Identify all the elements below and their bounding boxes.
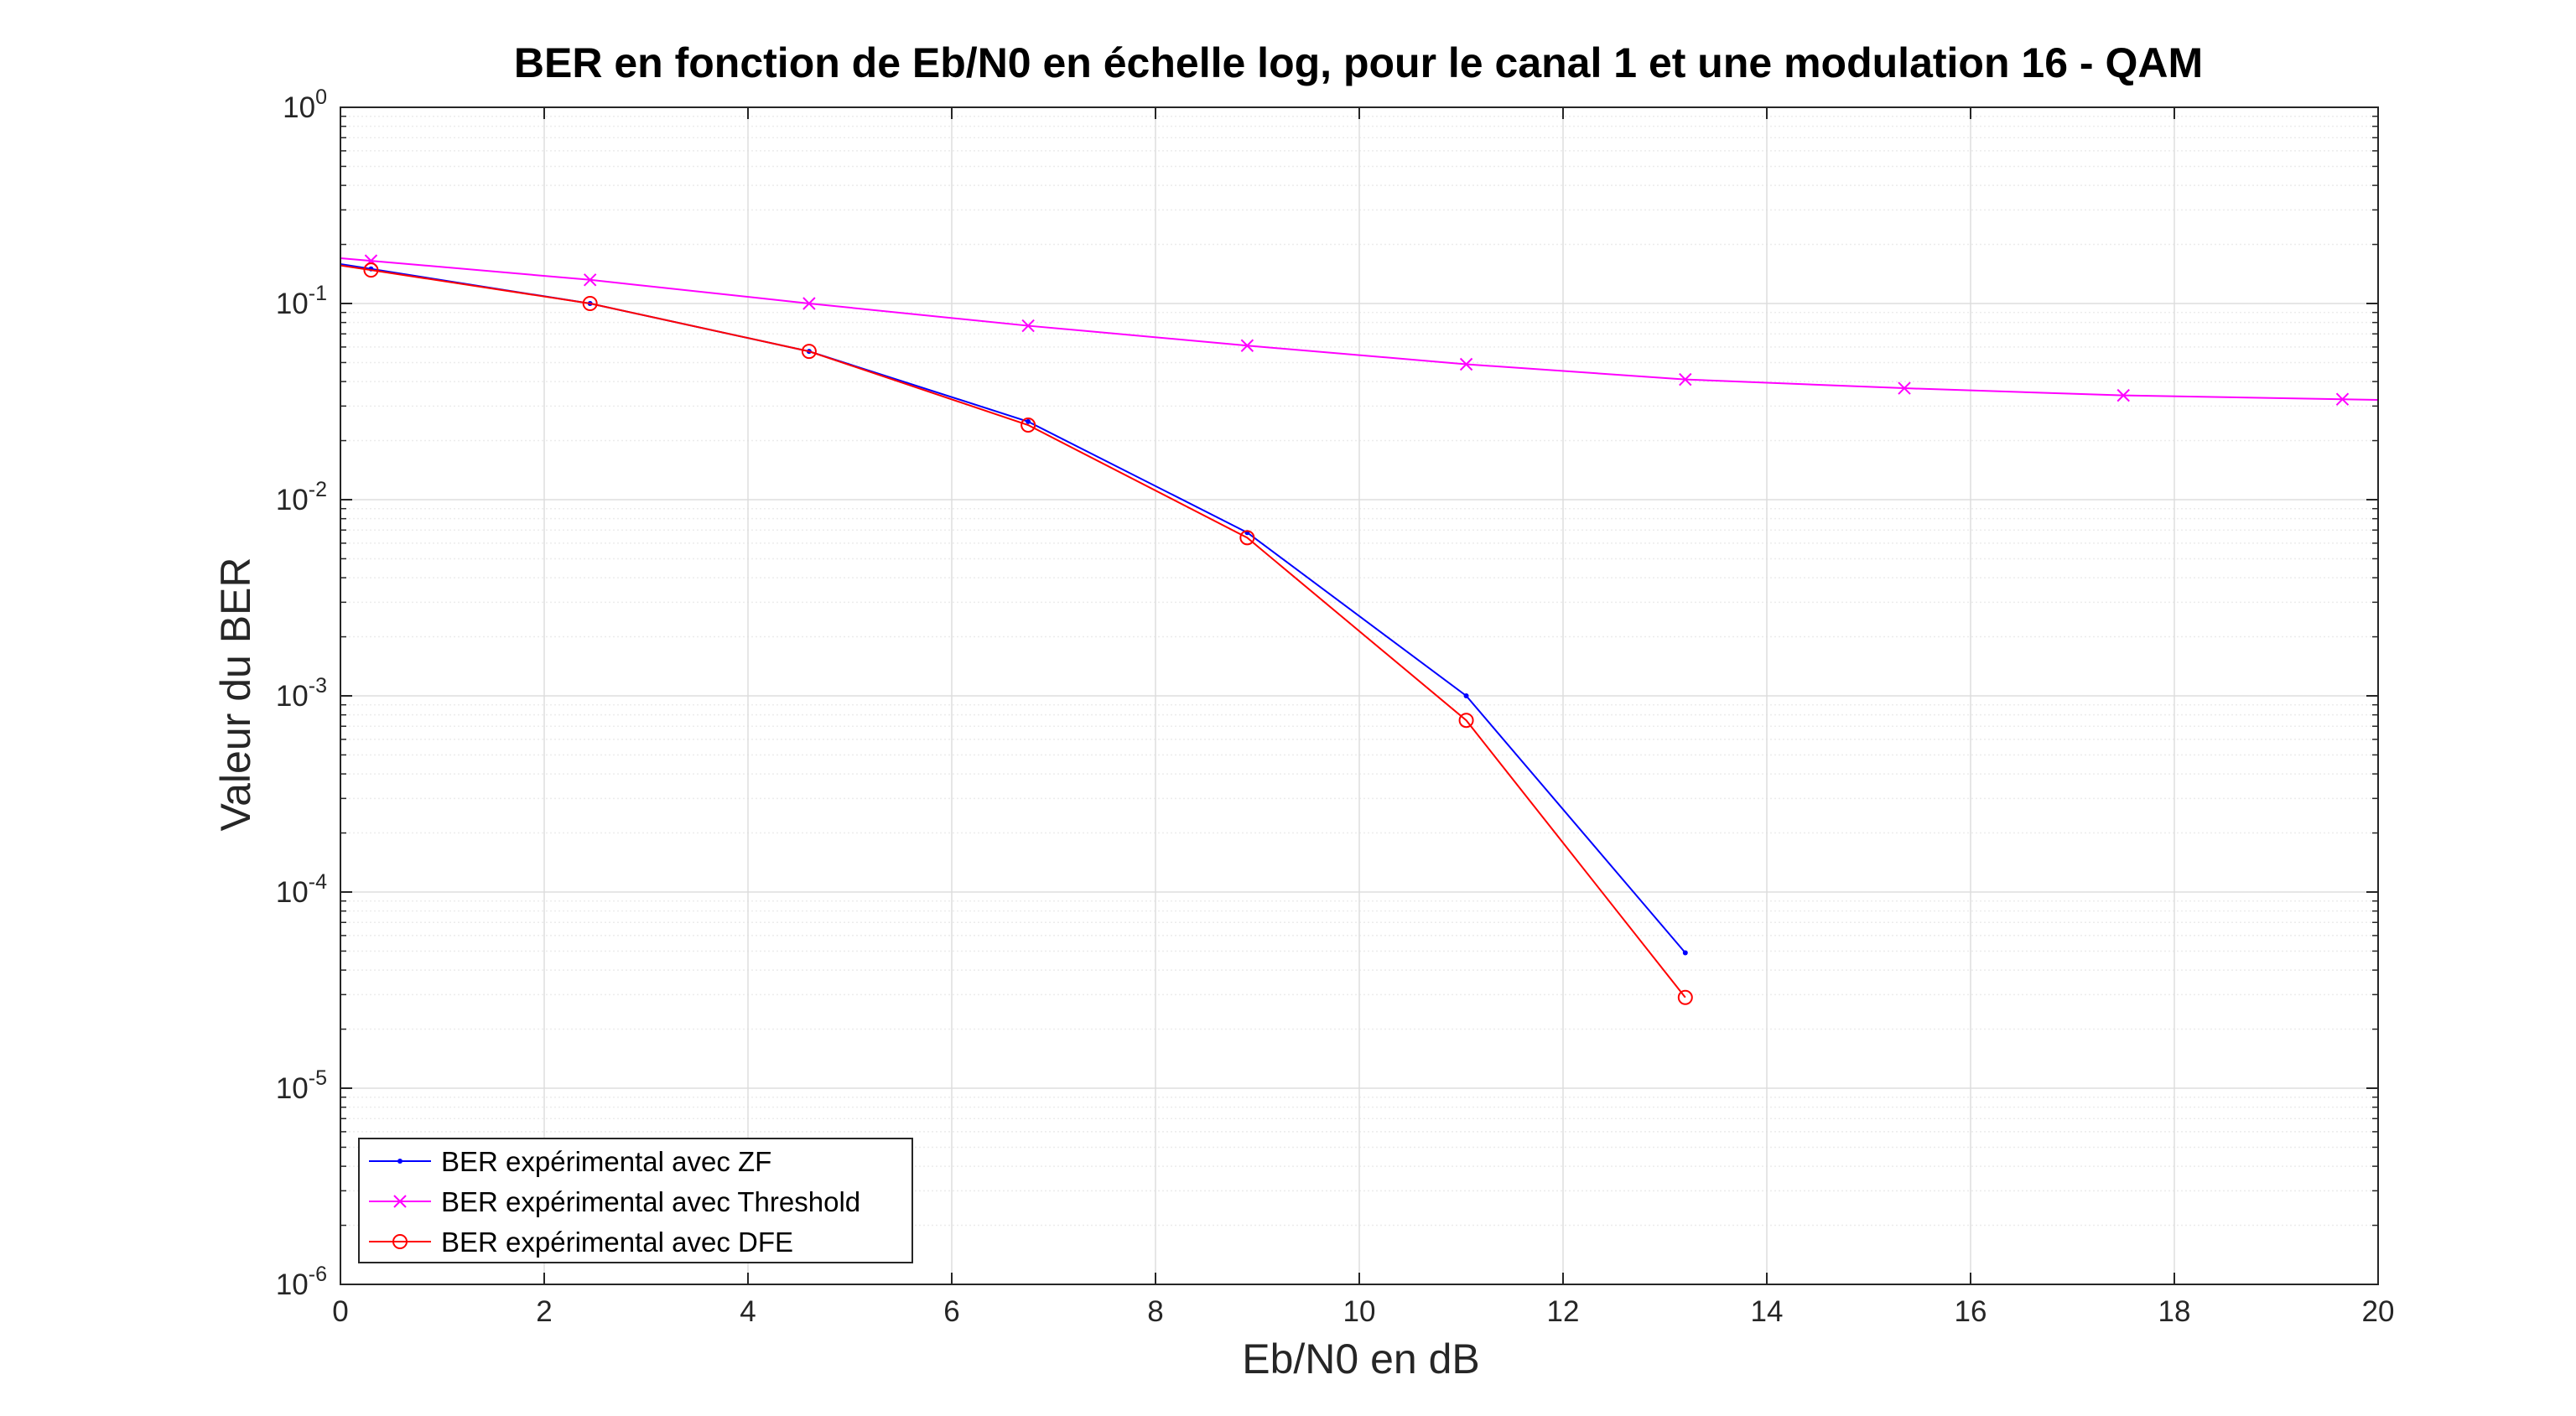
x-tick-label: 20 xyxy=(2362,1295,2395,1328)
data-point xyxy=(1458,713,1474,729)
series-line xyxy=(340,264,1686,998)
legend-marker xyxy=(393,1195,407,1208)
x-tick-label: 0 xyxy=(332,1295,348,1328)
series-0 xyxy=(340,263,1688,956)
data-point xyxy=(583,273,597,287)
legend-box xyxy=(358,1138,913,1263)
legend-marker xyxy=(397,1159,402,1164)
legend-entry: BER expérimental avec Threshold xyxy=(369,1186,860,1217)
data-point xyxy=(1239,530,1255,546)
x-tick-label: 6 xyxy=(943,1295,959,1328)
legend-entry: BER expérimental avec DFE xyxy=(369,1227,793,1258)
x-tick-label: 2 xyxy=(536,1295,552,1328)
legend: BER expérimental avec ZF BER expérimental… xyxy=(358,1138,913,1263)
x-tick-label: 12 xyxy=(1547,1295,1580,1328)
x-tick-label: 14 xyxy=(1751,1295,1784,1328)
series-line xyxy=(340,263,1686,954)
data-point xyxy=(1240,339,1254,352)
x-tick-label: 8 xyxy=(1147,1295,1163,1328)
y-tick-label: 10-6 xyxy=(276,1263,327,1301)
data-point xyxy=(1679,372,1692,386)
ticks: 0 2 4 6 8 10 12 14 16 18 20 10-6 10-5 10-4 10-3 10-2 10-… xyxy=(276,86,2395,1328)
data-point xyxy=(1021,418,1036,433)
data-point xyxy=(2116,388,2130,402)
data-point xyxy=(1021,319,1035,333)
legend-label: BER expérimental avec DFE xyxy=(441,1227,793,1258)
y-axis-label: Valeur du BER xyxy=(212,557,259,831)
series-line xyxy=(340,257,2378,401)
data-point xyxy=(1026,418,1031,424)
data-point xyxy=(582,296,598,311)
legend-label: BER expérimental avec Threshold xyxy=(441,1186,860,1217)
data-point xyxy=(1677,989,1693,1005)
y-tick-label: 10-2 xyxy=(276,478,327,516)
data-point xyxy=(801,344,817,360)
x-tick-label: 18 xyxy=(2158,1295,2191,1328)
chart-title: BER en fonction de Eb/N0 en échelle log,… xyxy=(514,39,2203,86)
data-point xyxy=(363,262,379,278)
y-tick-label: 10-3 xyxy=(276,674,327,713)
x-tick-label: 10 xyxy=(1343,1295,1376,1328)
data-point xyxy=(802,297,816,310)
data-point xyxy=(1898,381,1911,395)
data-point xyxy=(2335,392,2350,406)
x-tick-label: 16 xyxy=(1955,1295,1987,1328)
y-tick-label: 10-4 xyxy=(276,870,327,909)
y-tick-label: 100 xyxy=(283,86,327,124)
y-tick-label: 10-5 xyxy=(276,1066,327,1105)
series-1 xyxy=(340,254,2378,406)
series-2 xyxy=(340,262,1693,1005)
x-tick-label: 4 xyxy=(740,1295,756,1328)
y-tick-label: 10-1 xyxy=(276,282,327,320)
series-layer xyxy=(340,254,2378,1005)
data-point xyxy=(1463,693,1469,698)
legend-label: BER expérimental avec ZF xyxy=(441,1146,771,1177)
data-point xyxy=(1459,357,1473,371)
legend-marker xyxy=(392,1234,408,1249)
legend-entry: BER expérimental avec ZF xyxy=(369,1146,771,1177)
data-point xyxy=(1682,950,1688,956)
x-axis-label: Eb/N0 en dB xyxy=(1242,1336,1480,1382)
